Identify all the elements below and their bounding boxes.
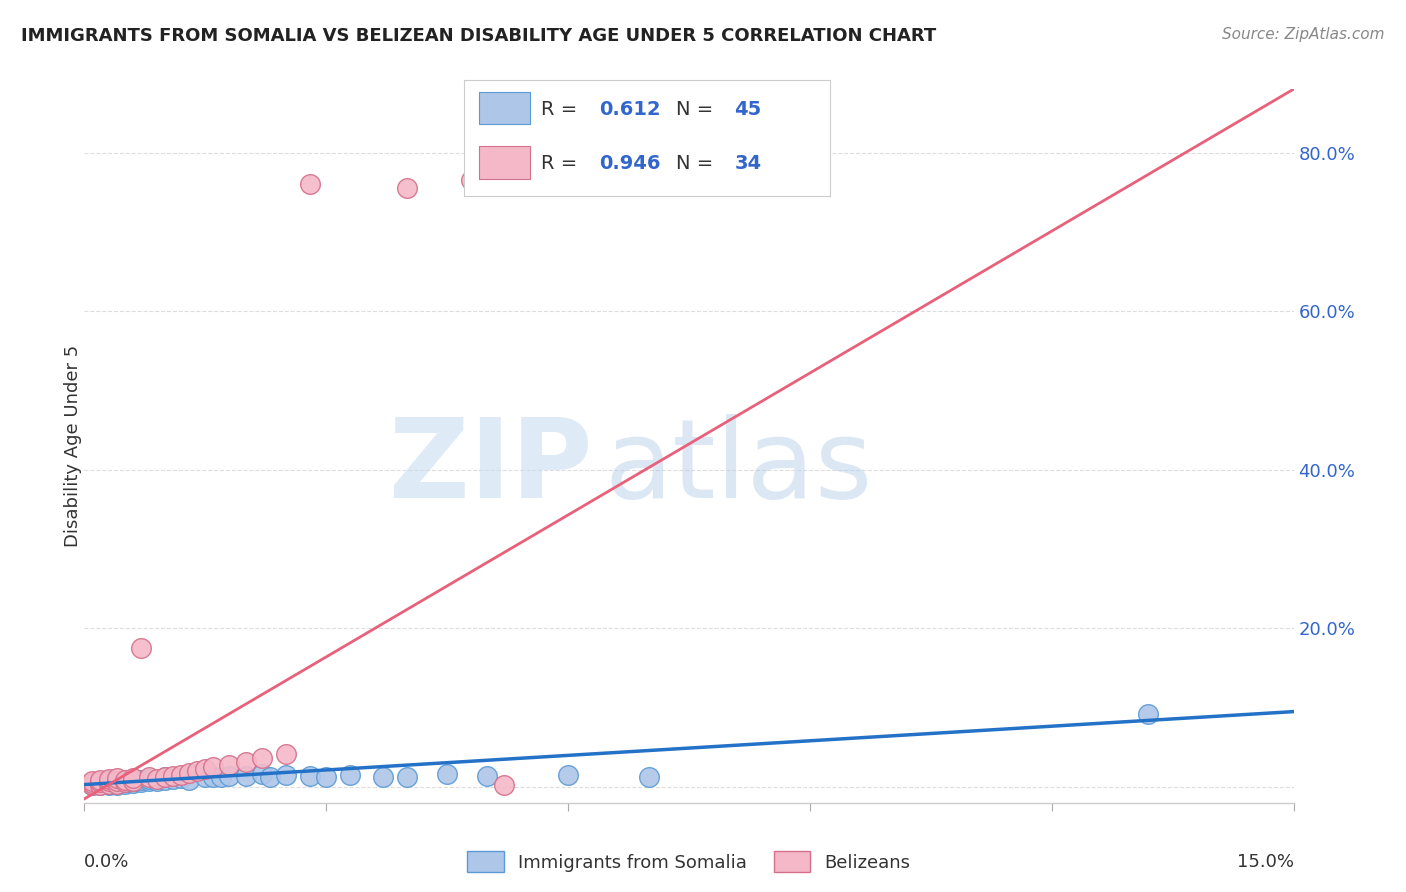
Point <box>82 778 104 792</box>
FancyBboxPatch shape <box>478 146 530 178</box>
Point <box>162 772 184 786</box>
Text: IMMIGRANTS FROM SOMALIA VS BELIZEAN DISABILITY AGE UNDER 5 CORRELATION CHART: IMMIGRANTS FROM SOMALIA VS BELIZEAN DISA… <box>21 27 936 45</box>
Point <box>97 778 120 792</box>
Point <box>179 772 201 787</box>
Text: N =: N = <box>676 154 720 173</box>
Point <box>97 772 120 786</box>
Point <box>97 774 120 789</box>
Point <box>129 775 152 789</box>
Text: ZIP: ZIP <box>389 414 592 521</box>
Text: 0.0%: 0.0% <box>84 853 129 871</box>
Point <box>89 775 111 789</box>
Point <box>89 777 111 791</box>
Legend: Immigrants from Somalia, Belizeans: Immigrants from Somalia, Belizeans <box>460 844 918 880</box>
Point <box>460 173 482 187</box>
Point <box>114 777 136 791</box>
Point <box>138 774 160 789</box>
Point <box>97 777 120 791</box>
Point <box>153 770 176 784</box>
Point <box>146 773 169 788</box>
Point <box>105 773 128 788</box>
Point <box>274 768 297 782</box>
Point <box>250 751 273 765</box>
Point <box>105 776 128 790</box>
Point <box>315 770 337 784</box>
Point <box>82 776 104 790</box>
Point <box>436 767 458 781</box>
Text: 0.612: 0.612 <box>599 100 661 119</box>
Point <box>170 771 193 785</box>
Point <box>129 641 152 656</box>
Text: N =: N = <box>676 100 720 119</box>
Point <box>105 778 128 792</box>
Point <box>339 768 361 782</box>
Point <box>557 768 579 782</box>
Point <box>121 771 143 785</box>
Point <box>235 769 257 783</box>
Point <box>637 771 659 785</box>
Y-axis label: Disability Age Under 5: Disability Age Under 5 <box>65 345 82 547</box>
Point <box>82 776 104 790</box>
Point <box>218 757 240 772</box>
Point <box>250 767 273 781</box>
Point <box>153 771 176 785</box>
Point <box>202 760 225 774</box>
Point <box>138 772 160 786</box>
Point <box>1137 706 1160 721</box>
Point <box>82 778 104 792</box>
Point <box>89 772 111 787</box>
Point <box>202 770 225 784</box>
Point <box>89 778 111 792</box>
Point <box>114 773 136 788</box>
Point <box>89 775 111 789</box>
Text: R =: R = <box>541 100 583 119</box>
Point <box>114 775 136 789</box>
Text: 45: 45 <box>734 100 762 119</box>
Point <box>274 747 297 761</box>
Point <box>186 764 208 778</box>
Point <box>209 771 232 785</box>
Text: atlas: atlas <box>605 414 873 521</box>
Point <box>299 769 322 783</box>
Point <box>82 773 104 788</box>
Text: Source: ZipAtlas.com: Source: ZipAtlas.com <box>1222 27 1385 42</box>
Point <box>97 775 120 789</box>
Point <box>114 772 136 787</box>
Point <box>179 765 201 780</box>
Point <box>194 763 217 777</box>
Point <box>395 770 418 784</box>
Point <box>146 772 169 786</box>
Text: 15.0%: 15.0% <box>1236 853 1294 871</box>
Point <box>162 769 184 783</box>
Point <box>105 774 128 789</box>
Point <box>97 777 120 791</box>
Text: R =: R = <box>541 154 583 173</box>
Point <box>105 771 128 785</box>
Point <box>129 772 152 787</box>
FancyBboxPatch shape <box>478 92 530 124</box>
Point <box>492 778 515 792</box>
Point <box>121 773 143 788</box>
Point <box>121 774 143 789</box>
Point <box>153 772 176 787</box>
Point <box>97 773 120 788</box>
Point <box>105 777 128 791</box>
Point <box>299 178 322 192</box>
Point <box>235 755 257 769</box>
Point <box>194 771 217 785</box>
Text: 0.946: 0.946 <box>599 154 661 173</box>
Point <box>138 771 160 785</box>
Point <box>477 769 499 783</box>
Point <box>89 778 111 792</box>
Point <box>259 770 281 784</box>
Point <box>371 770 394 784</box>
Point <box>218 769 240 783</box>
Point <box>395 181 418 195</box>
Point <box>114 775 136 789</box>
Point <box>121 776 143 790</box>
Point <box>170 768 193 782</box>
Text: 34: 34 <box>734 154 762 173</box>
